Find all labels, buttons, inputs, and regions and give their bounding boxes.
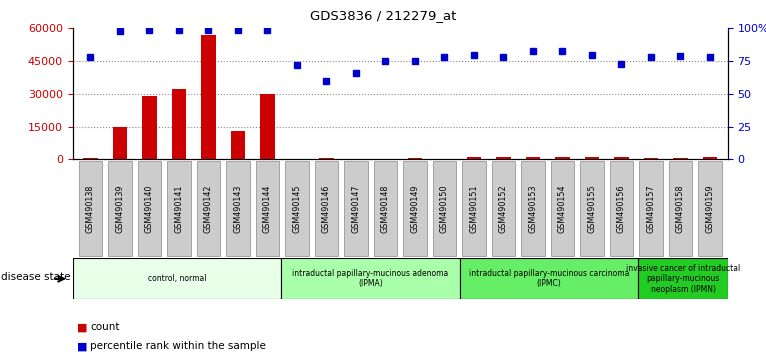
Bar <box>83 158 98 159</box>
Text: GSM490155: GSM490155 <box>588 184 597 233</box>
Bar <box>260 94 275 159</box>
Text: invasive cancer of intraductal
papillary-mucinous
neoplasm (IPMN): invasive cancer of intraductal papillary… <box>626 264 740 294</box>
Bar <box>643 158 658 159</box>
Text: intraductal papillary-mucinous carcinoma
(IPMC): intraductal papillary-mucinous carcinoma… <box>469 269 630 289</box>
FancyBboxPatch shape <box>73 258 281 299</box>
Text: GDS3836 / 212279_at: GDS3836 / 212279_at <box>309 9 457 22</box>
Bar <box>231 131 245 159</box>
Bar <box>614 157 629 159</box>
FancyBboxPatch shape <box>256 161 280 256</box>
FancyBboxPatch shape <box>226 161 250 256</box>
Bar <box>496 157 511 159</box>
Text: GSM490148: GSM490148 <box>381 185 390 233</box>
Text: GSM490138: GSM490138 <box>86 185 95 233</box>
Text: GSM490139: GSM490139 <box>116 184 124 233</box>
FancyBboxPatch shape <box>79 161 103 256</box>
FancyBboxPatch shape <box>551 161 574 256</box>
Text: GSM490151: GSM490151 <box>470 184 479 233</box>
Text: control, normal: control, normal <box>148 274 206 283</box>
Bar <box>201 35 216 159</box>
Text: GSM490154: GSM490154 <box>558 184 567 233</box>
Bar <box>408 158 422 159</box>
Text: GSM490153: GSM490153 <box>529 184 538 233</box>
FancyBboxPatch shape <box>638 258 728 299</box>
FancyBboxPatch shape <box>462 161 486 256</box>
FancyBboxPatch shape <box>610 161 633 256</box>
FancyBboxPatch shape <box>108 161 132 256</box>
Text: GSM490159: GSM490159 <box>705 184 715 233</box>
FancyBboxPatch shape <box>315 161 339 256</box>
Text: GSM490158: GSM490158 <box>676 184 685 233</box>
FancyBboxPatch shape <box>167 161 191 256</box>
Text: GSM490147: GSM490147 <box>352 184 361 233</box>
Bar <box>555 157 570 159</box>
Text: ■: ■ <box>77 322 87 332</box>
Text: GSM490146: GSM490146 <box>322 185 331 233</box>
Text: ■: ■ <box>77 341 87 351</box>
FancyBboxPatch shape <box>285 161 309 256</box>
Text: GSM490149: GSM490149 <box>411 184 420 233</box>
FancyBboxPatch shape <box>669 161 692 256</box>
Text: percentile rank within the sample: percentile rank within the sample <box>90 341 267 351</box>
Bar <box>702 157 718 159</box>
Text: GSM490152: GSM490152 <box>499 184 508 233</box>
Text: GSM490145: GSM490145 <box>293 184 302 233</box>
Text: GSM490150: GSM490150 <box>440 184 449 233</box>
Text: GSM490157: GSM490157 <box>647 184 656 233</box>
Bar <box>172 90 186 159</box>
FancyBboxPatch shape <box>374 161 398 256</box>
FancyBboxPatch shape <box>281 258 460 299</box>
FancyBboxPatch shape <box>639 161 663 256</box>
FancyBboxPatch shape <box>433 161 457 256</box>
Text: GSM490144: GSM490144 <box>263 185 272 233</box>
FancyBboxPatch shape <box>580 161 604 256</box>
Bar <box>466 157 481 159</box>
FancyBboxPatch shape <box>521 161 545 256</box>
FancyBboxPatch shape <box>460 258 638 299</box>
FancyBboxPatch shape <box>403 161 427 256</box>
Bar <box>142 96 157 159</box>
FancyBboxPatch shape <box>197 161 221 256</box>
Bar <box>673 158 688 159</box>
Bar <box>113 126 127 159</box>
Text: count: count <box>90 322 120 332</box>
Text: GSM490143: GSM490143 <box>234 185 243 233</box>
FancyBboxPatch shape <box>698 161 722 256</box>
FancyBboxPatch shape <box>344 161 368 256</box>
Bar <box>584 157 599 159</box>
Text: intraductal papillary-mucinous adenoma
(IPMA): intraductal papillary-mucinous adenoma (… <box>293 269 449 289</box>
Text: GSM490140: GSM490140 <box>145 185 154 233</box>
Bar <box>525 157 540 159</box>
Text: GSM490141: GSM490141 <box>175 185 184 233</box>
Text: GSM490156: GSM490156 <box>617 184 626 233</box>
FancyBboxPatch shape <box>138 161 162 256</box>
FancyBboxPatch shape <box>492 161 516 256</box>
Text: GSM490142: GSM490142 <box>204 184 213 233</box>
Text: disease state: disease state <box>1 272 70 282</box>
